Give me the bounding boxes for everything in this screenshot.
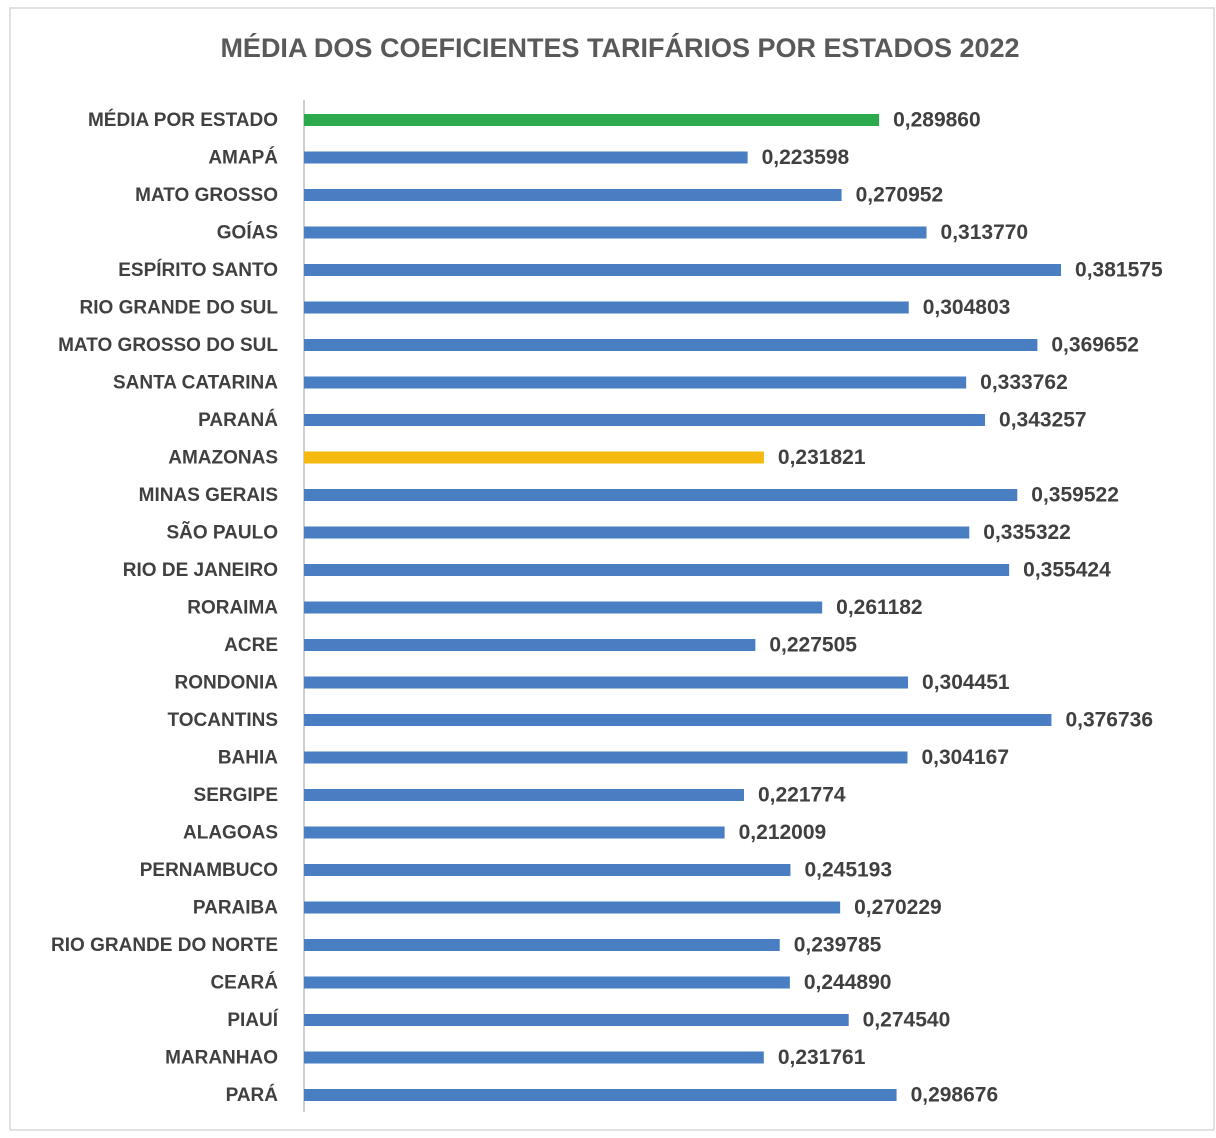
bar (304, 751, 908, 764)
y-tick-label: CEARÁ (210, 972, 278, 994)
data-label: 0,212009 (739, 821, 827, 844)
data-label: 0,239785 (794, 934, 882, 957)
data-label: 0,244890 (804, 971, 892, 994)
bar (304, 639, 756, 651)
bar (304, 226, 927, 239)
bar (304, 151, 748, 164)
bar (304, 1089, 897, 1101)
data-label: 0,355424 (1023, 559, 1111, 582)
bar (304, 339, 1038, 351)
data-label: 0,376736 (1065, 709, 1153, 732)
y-tick-label: MATO GROSSO (135, 185, 278, 206)
bar (304, 1051, 764, 1064)
bar (304, 526, 970, 539)
bar (304, 1014, 849, 1026)
y-tick-label: ACRE (224, 635, 278, 656)
bar (304, 601, 823, 614)
y-tick-label: ESPÍRITO SANTO (118, 259, 278, 281)
data-label: 0,369652 (1051, 334, 1139, 357)
data-label: 0,335322 (983, 521, 1071, 544)
data-label: 0,223598 (762, 146, 850, 169)
chart-title: MÉDIA DOS COEFICIENTES TARIFÁRIOS POR ES… (220, 32, 1019, 63)
bar (304, 676, 909, 689)
y-tick-label: MINAS GERAIS (139, 485, 278, 506)
y-tick-label: PIAUÍ (227, 1009, 278, 1031)
y-tick-label: AMAZONAS (168, 448, 278, 469)
data-label: 0,231761 (778, 1046, 866, 1069)
y-tick-label: BAHIA (218, 748, 278, 769)
y-tick-label: SANTA CATARINA (113, 373, 278, 394)
data-label: 0,343257 (999, 409, 1087, 432)
y-tick-label: SERGIPE (194, 785, 278, 806)
y-tick-label: RIO GRANDE DO NORTE (51, 935, 278, 956)
data-label: 0,313770 (941, 221, 1029, 244)
y-tick-label: RORAIMA (187, 598, 278, 619)
data-label: 0,261182 (836, 596, 922, 619)
y-tick-label: PARANÁ (198, 409, 278, 431)
data-label: 0,304167 (921, 746, 1009, 769)
bar (304, 451, 764, 464)
bar (304, 901, 841, 914)
y-tick-label: SÃO PAULO (166, 522, 278, 544)
bar (304, 714, 1052, 726)
data-label: 0,274540 (863, 1009, 951, 1032)
data-label: 0,298676 (911, 1084, 999, 1107)
data-label: 0,333762 (980, 371, 1068, 394)
y-tick-label: TOCANTINS (168, 710, 278, 731)
y-tick-label: PARÁ (226, 1084, 279, 1106)
data-label: 0,304451 (922, 671, 1010, 694)
bar (304, 864, 791, 876)
bar (304, 301, 909, 314)
bar (304, 939, 780, 951)
data-label: 0,245193 (804, 859, 892, 882)
data-label: 0,270229 (854, 896, 942, 919)
bar (304, 114, 880, 126)
data-label: 0,381575 (1075, 259, 1163, 282)
data-label: 0,270952 (856, 184, 944, 207)
bar (304, 414, 986, 426)
data-label: 0,359522 (1031, 484, 1119, 507)
data-label: 0,227505 (769, 634, 857, 657)
bar (304, 264, 1062, 276)
y-tick-label: ALAGOAS (183, 823, 278, 844)
bar (304, 564, 1010, 576)
y-tick-label: AMAPÁ (208, 147, 278, 169)
y-tick-label: PARAIBA (193, 898, 278, 919)
data-label: 0,289860 (893, 109, 981, 132)
data-label: 0,231821 (778, 446, 866, 469)
y-tick-label: GOÍAS (217, 222, 278, 244)
y-tick-label: MATO GROSSO DO SUL (58, 335, 278, 356)
y-tick-label: PERNAMBUCO (140, 860, 278, 881)
y-tick-label: MÉDIA POR ESTADO (88, 109, 278, 131)
bar (304, 189, 842, 201)
bar (304, 376, 967, 389)
y-tick-label: RIO DE JANEIRO (123, 560, 278, 581)
y-tick-label: RIO GRANDE DO SUL (80, 298, 279, 319)
bar (304, 489, 1018, 501)
y-tick-label: MARANHAO (165, 1048, 278, 1069)
data-label: 0,221774 (758, 784, 846, 807)
data-label: 0,304803 (923, 296, 1011, 319)
bar (304, 826, 725, 839)
y-tick-label: RONDONIA (175, 673, 279, 694)
bar (304, 976, 790, 989)
bar (304, 789, 744, 801)
